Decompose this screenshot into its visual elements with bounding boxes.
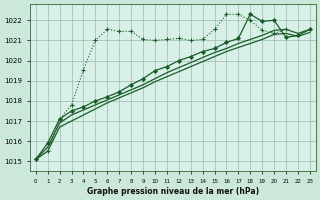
X-axis label: Graphe pression niveau de la mer (hPa): Graphe pression niveau de la mer (hPa) xyxy=(87,187,259,196)
